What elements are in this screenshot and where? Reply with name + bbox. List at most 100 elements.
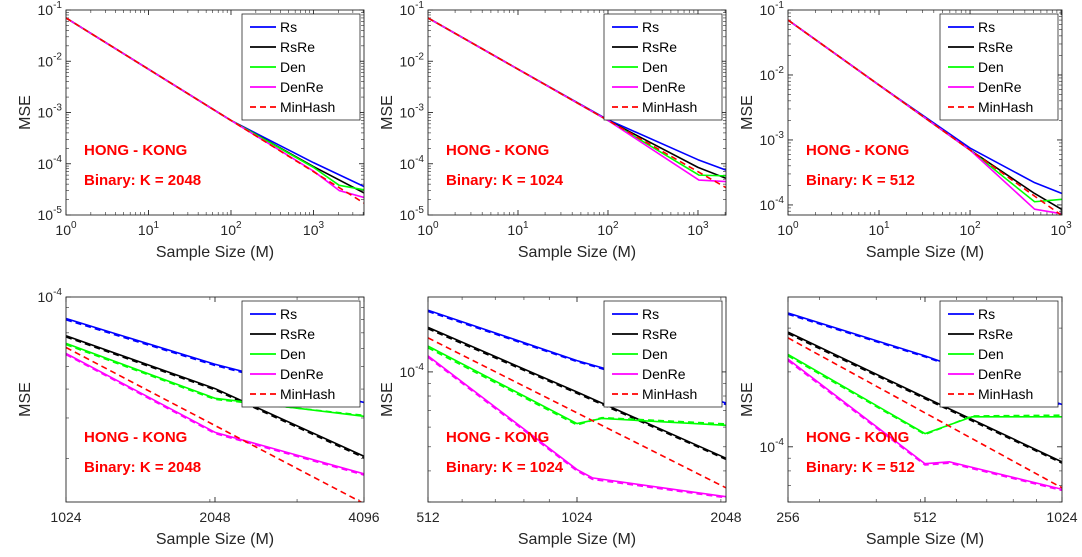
x-tick-label: 2048 xyxy=(199,509,230,525)
x-tick-label: 100 xyxy=(55,220,77,238)
series-line-minhash xyxy=(66,17,364,204)
legend-label: MinHash xyxy=(280,386,335,402)
y-tick-label: 10-4 xyxy=(400,154,425,172)
legend-label: MinHash xyxy=(642,386,697,402)
legend-label: DenRe xyxy=(978,79,1022,95)
chart-panel-5: 512 1024 2048 10-4 Sample Size (M) MSE HONG - … xyxy=(379,296,742,548)
x-axis-label: Sample Size (M) xyxy=(156,531,274,548)
x-tick-label: 1024 xyxy=(1046,509,1077,525)
legend-label: Rs xyxy=(642,19,659,35)
chart-panel-1: 100 101 102 103 10-5 10-4 10-3 10-2 10-1 Sample S… xyxy=(17,0,365,261)
chart-panel-2: 100 101 102 103 10-5 10-4 10-3 10-2 10-1 Sample S… xyxy=(379,0,727,261)
x-tick-label: 100 xyxy=(777,220,799,238)
legend-label: RsRe xyxy=(280,39,315,55)
chart-panel-4: 1024 2048 4096 10-4 Sample Size (M) MSE HONG -… xyxy=(17,287,380,548)
x-tick-label: 512 xyxy=(416,509,440,525)
y-tick-label: 10-3 xyxy=(400,103,425,121)
legend-label: MinHash xyxy=(642,99,697,115)
minor-ticks xyxy=(428,10,726,215)
legend-label: DenRe xyxy=(642,366,686,382)
annotation-text: Binary: K = 2048 xyxy=(84,172,201,189)
legend: Rs RsRe Den DenRe MinHash xyxy=(603,300,723,408)
annotation-text: Binary: K = 2048 xyxy=(84,459,201,476)
series-line-rsre xyxy=(428,328,726,461)
minor-ticks xyxy=(428,297,726,503)
x-tick-label: 2048 xyxy=(710,509,741,525)
x-tick-label: 102 xyxy=(220,220,242,238)
annotation-text: Binary: K = 1024 xyxy=(446,459,564,476)
y-axis-label: MSE xyxy=(379,95,396,130)
legend-label: Rs xyxy=(280,306,297,322)
legend-label: Den xyxy=(642,59,668,75)
x-tick-label: 103 xyxy=(1050,220,1072,238)
series-line-denre xyxy=(428,355,726,498)
y-tick-label: 10-1 xyxy=(760,0,785,18)
legend-label: Den xyxy=(978,59,1004,75)
legend: Rs RsRe Den DenRe MinHash xyxy=(241,13,361,121)
series-line-rs xyxy=(66,319,364,405)
y-tick-label: 10-1 xyxy=(400,0,425,18)
series-line-den xyxy=(66,343,364,417)
x-tick-label: 102 xyxy=(959,220,981,238)
x-tick-label: 4096 xyxy=(348,509,379,525)
y-tick-label: 10-4 xyxy=(760,195,785,213)
x-tick-label: 512 xyxy=(913,509,937,525)
legend-label: RsRe xyxy=(978,39,1013,55)
y-tick-label: 10-3 xyxy=(38,103,63,121)
x-axis-label: Sample Size (M) xyxy=(866,244,984,261)
x-axis-label: Sample Size (M) xyxy=(156,244,274,261)
x-tick-label: 103 xyxy=(303,220,325,238)
y-tick-label: 10-4 xyxy=(38,154,63,172)
legend: Rs RsRe Den DenRe MinHash xyxy=(939,300,1059,408)
legend-label: Rs xyxy=(978,19,995,35)
legend-label: Rs xyxy=(978,306,995,322)
legend-label: MinHash xyxy=(978,99,1033,115)
x-tick-label: 101 xyxy=(868,220,890,238)
series-line-rsre xyxy=(428,326,726,459)
y-axis-label: MSE xyxy=(739,95,756,130)
legend-label: RsRe xyxy=(978,326,1013,342)
annotation-text: Binary: K = 512 xyxy=(806,172,915,189)
minor-ticks xyxy=(66,10,364,215)
y-axis-label: MSE xyxy=(379,382,396,417)
y-tick-label: 10-1 xyxy=(38,0,63,18)
series-group xyxy=(428,17,726,189)
series-line-denre xyxy=(788,358,1062,491)
x-tick-label: 1024 xyxy=(50,509,81,525)
y-tick-label: 10-3 xyxy=(760,130,785,148)
series-line-denre xyxy=(66,353,364,476)
series-line-rsre xyxy=(788,331,1062,463)
legend-label: Den xyxy=(280,59,306,75)
series-line-minhash xyxy=(66,346,363,502)
legend-label: MinHash xyxy=(280,99,335,115)
annotation-text: HONG - KONG xyxy=(84,142,187,159)
legend-label: Rs xyxy=(280,19,297,35)
legend-label: RsRe xyxy=(642,326,677,342)
series-line-denre xyxy=(66,352,364,475)
y-tick-label: 10-2 xyxy=(400,51,425,69)
annotation-text: Binary: K = 512 xyxy=(806,459,915,476)
legend-label: Rs xyxy=(642,306,659,322)
y-tick-label: 10-2 xyxy=(38,51,63,69)
x-tick-label: 100 xyxy=(417,220,439,238)
legend-label: RsRe xyxy=(642,39,677,55)
annotation-text: HONG - KONG xyxy=(84,429,187,446)
series-line-den xyxy=(66,342,364,418)
x-tick-label: 103 xyxy=(687,220,709,238)
annotation-text: HONG - KONG xyxy=(446,142,549,159)
x-axis-label: Sample Size (M) xyxy=(866,531,984,548)
y-tick-label: 10-5 xyxy=(38,205,63,223)
series-group xyxy=(788,19,1062,215)
series-line-rsre xyxy=(66,334,364,457)
legend: Rs RsRe Den DenRe MinHash xyxy=(603,13,723,121)
y-tick-label: 10-4 xyxy=(38,287,63,305)
annotation-text: HONG - KONG xyxy=(806,429,909,446)
legend-label: Den xyxy=(978,346,1004,362)
series-line-minhash xyxy=(428,17,726,189)
axes-frame xyxy=(787,9,1063,216)
series-line-minhash xyxy=(788,337,1062,489)
y-axis-label: MSE xyxy=(739,382,756,417)
series-line-denre xyxy=(428,356,726,499)
x-tick-label: 101 xyxy=(507,220,529,238)
